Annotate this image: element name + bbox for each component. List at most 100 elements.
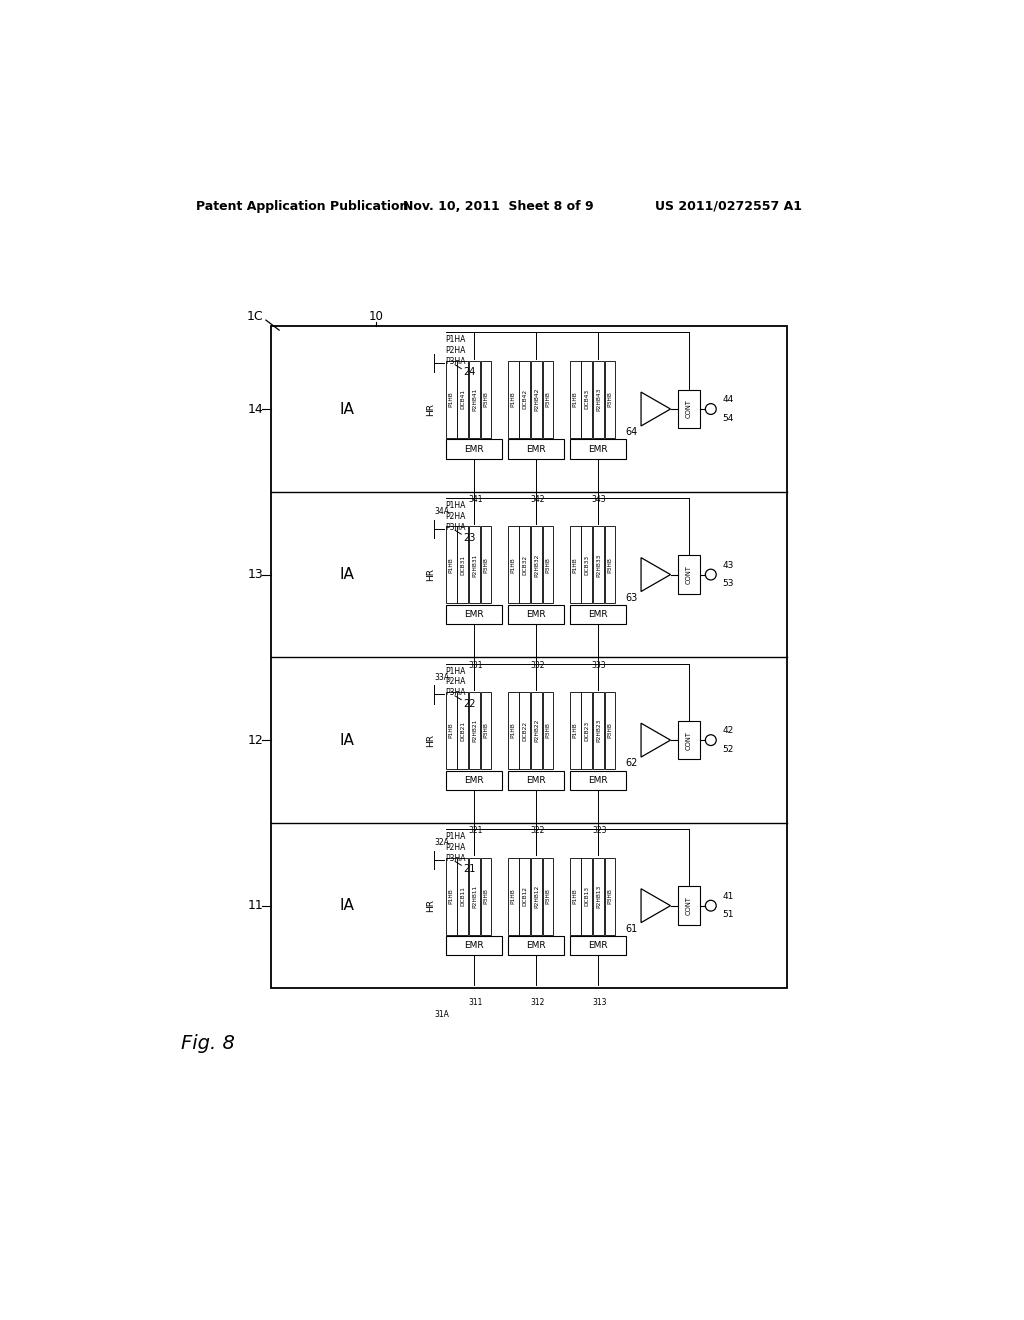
Text: P2HB41: P2HB41 [472,388,477,411]
Text: P2HB21: P2HB21 [472,719,477,742]
Bar [445,692,457,770]
Bar [593,527,604,603]
Text: 53: 53 [722,579,733,589]
Text: DCB22: DCB22 [522,721,527,741]
Text: P1HA: P1HA [445,667,466,676]
Text: DCB31: DCB31 [461,554,465,576]
Bar [569,936,626,956]
Text: CONT: CONT [686,400,692,418]
Text: US 2011/0272557 A1: US 2011/0272557 A1 [655,199,802,213]
Text: 41: 41 [722,892,733,902]
Text: 22: 22 [463,698,475,709]
Text: P3HA: P3HA [445,688,466,697]
Bar [444,524,503,627]
Text: CONT: CONT [686,896,692,915]
Bar [445,605,502,624]
Text: EMR: EMR [526,445,546,454]
Text: P3HB: P3HB [483,392,488,408]
Bar [469,858,480,935]
Text: P1HB: P1HB [511,557,516,573]
Text: EMR: EMR [526,776,546,784]
Text: P2HB12: P2HB12 [534,884,539,908]
Text: DCB21: DCB21 [461,721,465,741]
Text: DCB33: DCB33 [585,554,589,576]
Text: 341: 341 [468,495,482,504]
Text: Fig. 8: Fig. 8 [180,1035,234,1053]
Text: P2HA: P2HA [445,346,466,355]
Bar [531,360,542,438]
Text: 31A: 31A [434,1010,450,1019]
Bar [582,858,592,935]
Text: P3HB: P3HB [607,392,612,408]
Bar [593,692,604,770]
Text: CONT: CONT [686,565,692,583]
Text: 44: 44 [722,395,733,404]
Bar [519,360,530,438]
Bar [604,858,615,935]
Text: P1HB: P1HB [511,392,516,408]
Bar [445,771,502,789]
Text: 321: 321 [468,826,482,836]
Text: 313: 313 [592,998,606,1007]
Text: DCB41: DCB41 [461,389,465,409]
Bar [508,858,518,935]
Bar [480,858,492,935]
Bar [604,692,615,770]
Bar [543,858,554,935]
Text: 322: 322 [530,826,545,836]
Bar [519,692,530,770]
Text: 62: 62 [626,758,638,768]
Text: DCB23: DCB23 [585,721,589,741]
Bar [508,527,518,603]
Bar [531,527,542,603]
Text: EMR: EMR [588,610,607,619]
Text: DCB43: DCB43 [585,389,589,409]
Text: P3HB: P3HB [483,557,488,573]
Text: P2HB22: P2HB22 [534,719,539,742]
Text: P3HB: P3HB [607,557,612,573]
Text: HR: HR [426,899,435,912]
Bar [593,858,604,935]
Text: EMR: EMR [464,610,483,619]
Text: P2HB42: P2HB42 [534,388,539,411]
Bar [543,360,554,438]
Text: P3HB: P3HB [607,888,612,904]
Bar [480,360,492,438]
Text: P1HB: P1HB [449,722,454,738]
Text: P2HB11: P2HB11 [472,884,477,908]
Bar [458,527,468,603]
Text: 34A: 34A [434,507,450,516]
Text: EMR: EMR [588,776,607,784]
Bar [444,359,503,461]
Text: CONT: CONT [686,731,692,750]
Bar [569,692,581,770]
Bar [593,360,604,438]
Text: EMR: EMR [588,445,607,454]
Text: 331: 331 [468,660,482,669]
Text: 63: 63 [626,593,638,603]
Text: P2HA: P2HA [445,677,466,686]
Text: EMR: EMR [464,776,483,784]
Text: 61: 61 [626,924,638,933]
Bar [569,605,626,624]
Text: P1HB: P1HB [449,888,454,904]
Bar [445,527,457,603]
Text: P3HB: P3HB [607,722,612,738]
Text: P2HA: P2HA [445,843,466,851]
Text: P1HA: P1HA [445,335,466,345]
Bar [582,692,592,770]
Bar [469,360,480,438]
Bar [568,689,627,792]
Bar [445,858,457,935]
Bar [480,692,492,770]
Text: P2HB13: P2HB13 [596,884,601,908]
Text: 1C: 1C [247,310,263,323]
Text: P3HA: P3HA [445,523,466,532]
Text: 12: 12 [248,734,264,747]
Bar [506,524,565,627]
Bar [569,771,626,789]
Text: 343: 343 [592,495,606,504]
Text: 33A: 33A [434,673,450,682]
Bar [604,527,615,603]
Text: P1HB: P1HB [572,888,578,904]
